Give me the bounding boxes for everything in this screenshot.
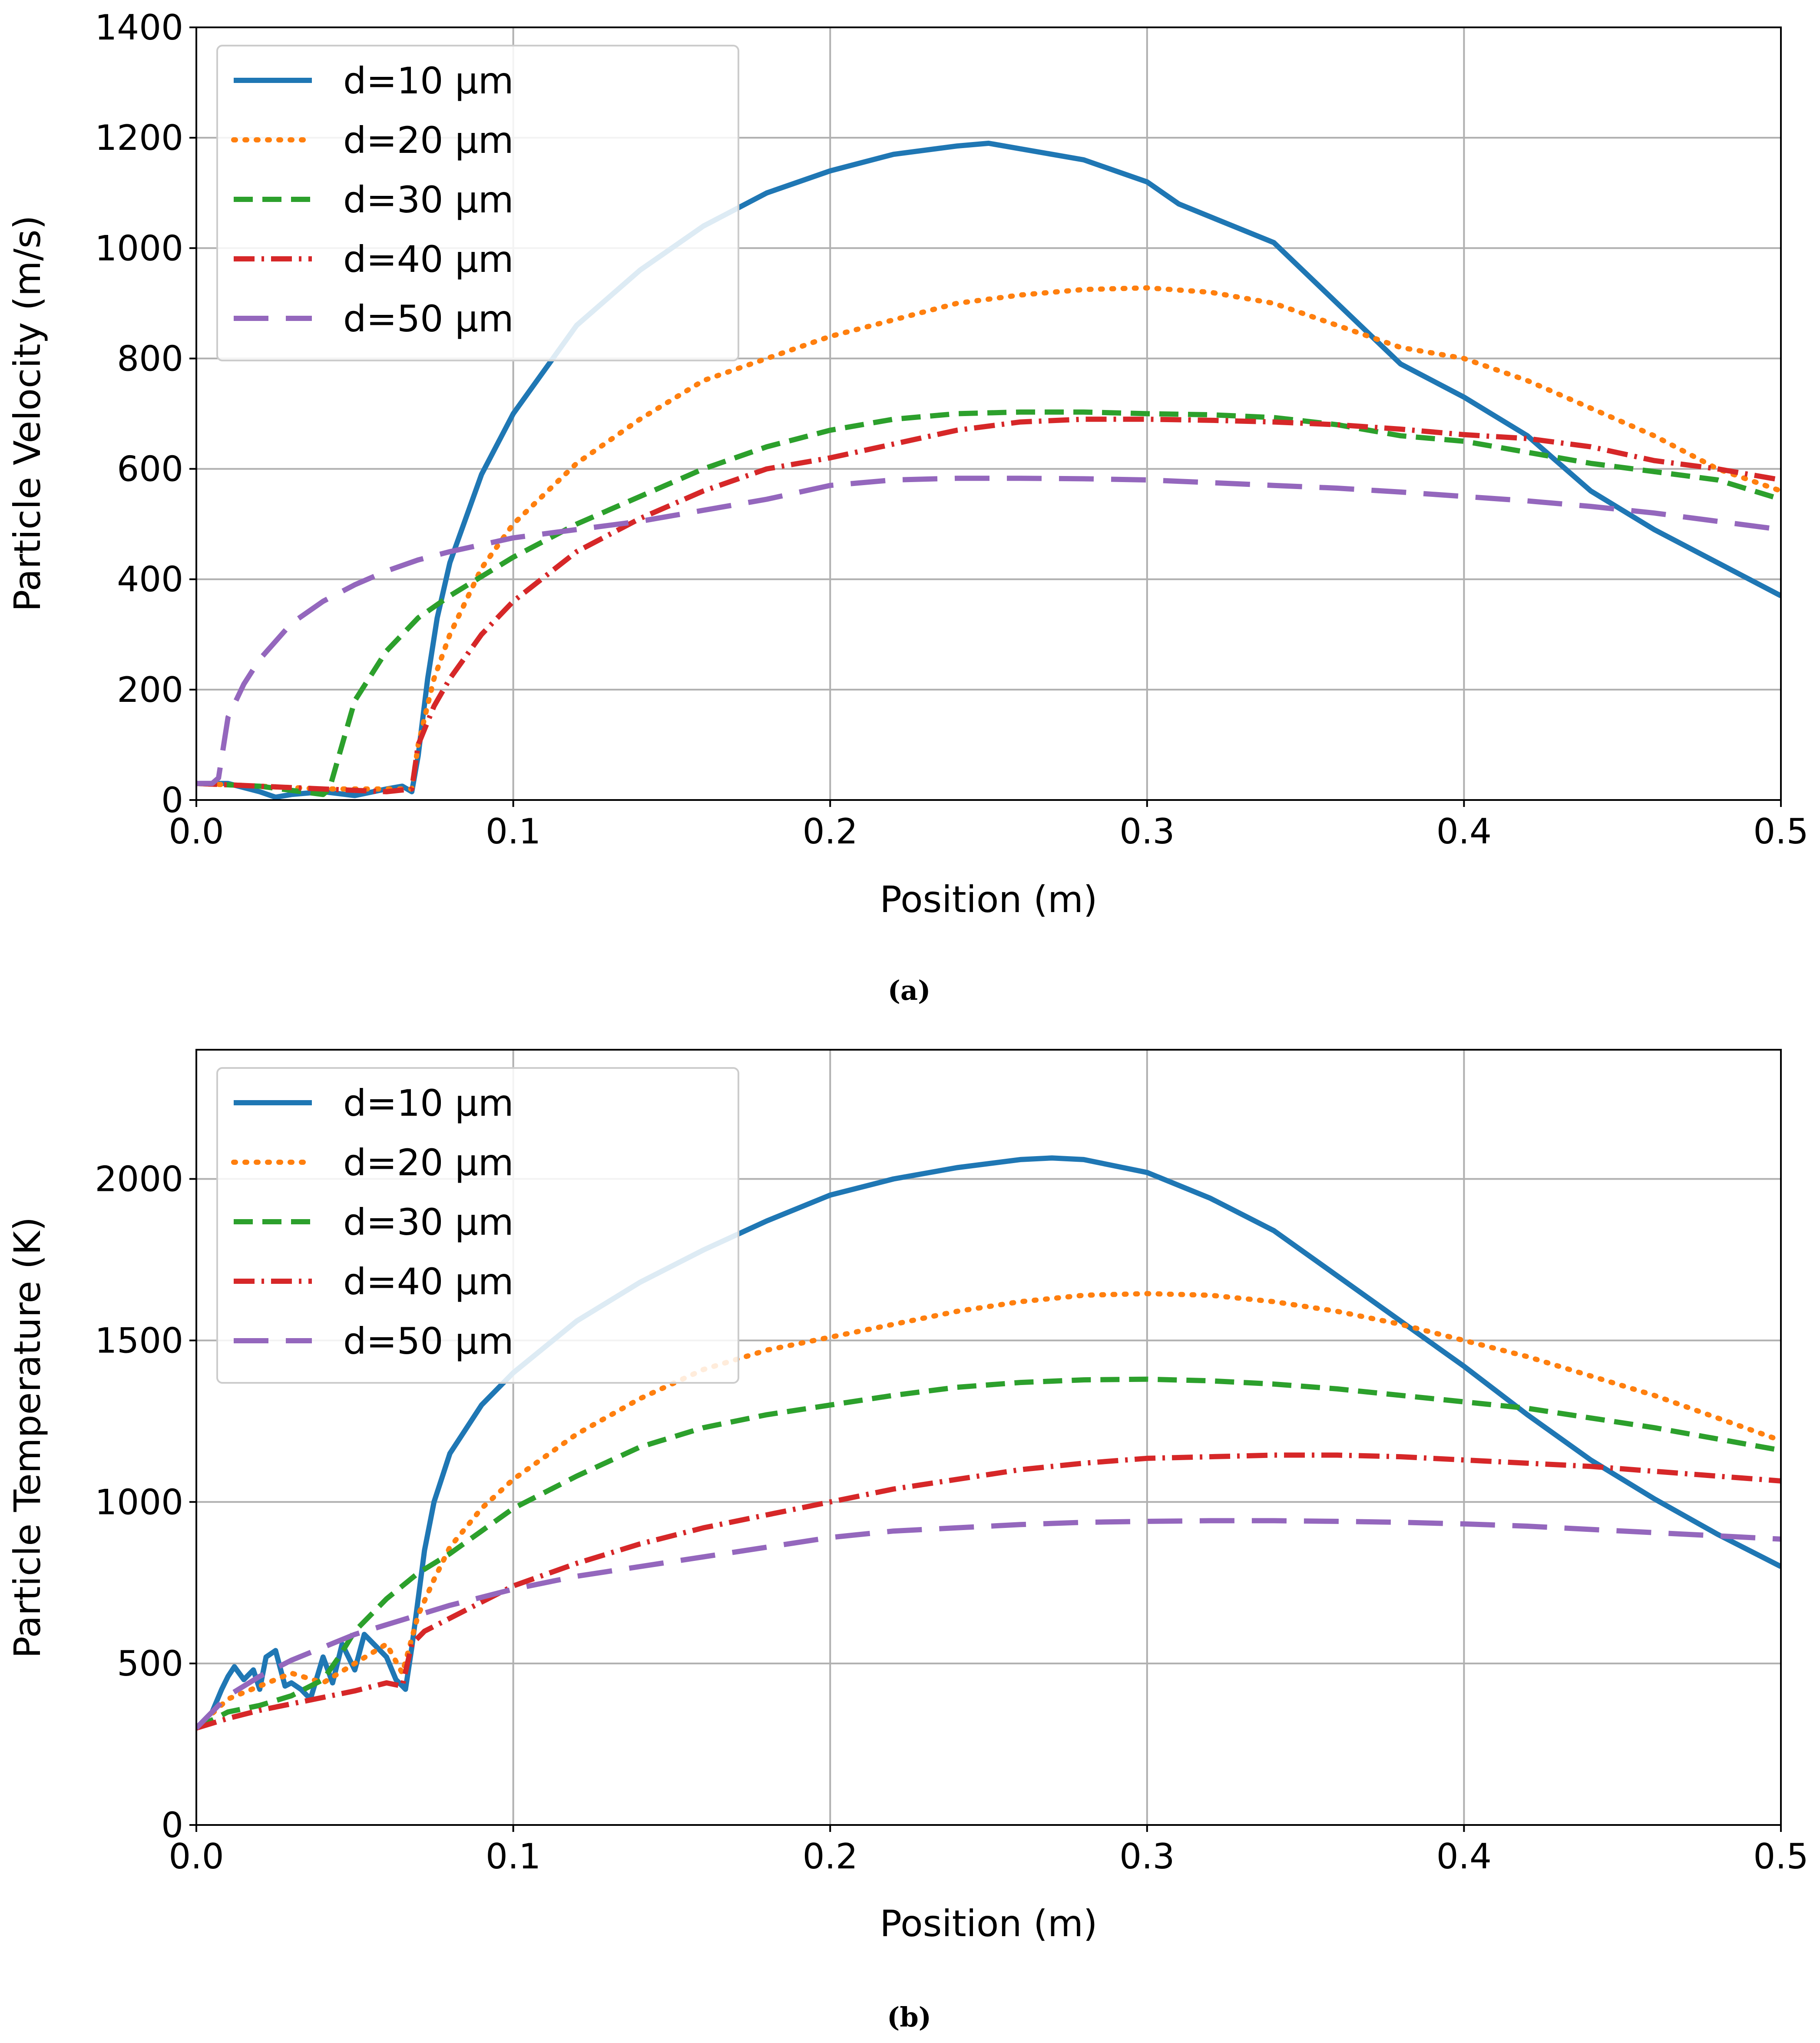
panel-b-x-tick-label: 0.0 xyxy=(169,1836,224,1877)
panel-b-y-tick-label: 1000 xyxy=(95,1482,183,1522)
panel-a-y-tick-label: 600 xyxy=(117,449,183,489)
panel-a-y-tick-label: 1200 xyxy=(95,118,183,158)
panel-a-x-tick-label: 0.5 xyxy=(1753,811,1808,852)
panel-b-x-tick-label: 0.3 xyxy=(1119,1836,1175,1877)
panel-a-legend-label-1: d=10 μm xyxy=(343,60,514,102)
panel-a-y-tick-label: 200 xyxy=(117,670,183,710)
panel-b: 0.0 0.1 0.2 0.3 0.4 0.5 0 500 1000 1500 2000 Posit… xyxy=(6,1049,1809,2033)
panel-b-series-line-1 xyxy=(196,1155,1781,1730)
panel-b-series-line-3 xyxy=(196,1376,1781,1731)
panel-a-ticks: 0.0 0.1 0.2 0.3 0.4 0.5 0 200 400 600 800 1000 1200 1… xyxy=(95,7,1808,852)
panel-b-series xyxy=(196,1155,1781,1731)
panel-a-y-tick-label: 1400 xyxy=(95,7,183,48)
panel-a-xlabel: Position (m) xyxy=(880,878,1097,921)
panel-a-legend-label-5: d=50 μm xyxy=(343,298,514,340)
panel-b-y-tick-label: 0 xyxy=(161,1805,183,1845)
panel-a-series-line-4 xyxy=(196,417,1781,794)
panel-b-x-tick-label: 0.1 xyxy=(486,1836,541,1877)
panel-a-plot-frame xyxy=(195,26,1782,801)
panel-a-x-tick-label: 0.1 xyxy=(486,811,541,852)
panel-b-x-tick-label: 0.4 xyxy=(1436,1836,1492,1877)
panel-a-legend-label-4: d=40 μm xyxy=(343,238,514,281)
panel-b-y-tick-label: 2000 xyxy=(95,1159,183,1200)
panel-a: 0.0 0.1 0.2 0.3 0.4 0.5 0 200 400 600 800 1000 1200 1… xyxy=(6,7,1809,1006)
panel-a-legend-label-3: d=30 μm xyxy=(343,179,514,221)
panel-b-ticks: 0.0 0.1 0.2 0.3 0.4 0.5 0 500 1000 1500 2000 xyxy=(95,1159,1808,1877)
panel-a-series-line-5 xyxy=(196,476,1781,786)
panel-b-legend-box xyxy=(216,1067,739,1384)
panel-b-x-tick-label: 0.5 xyxy=(1753,1836,1808,1877)
panel-b-series-line-4 xyxy=(196,1452,1781,1731)
panel-b-xlabel: Position (m) xyxy=(880,1902,1097,1945)
panel-b-legend-label-3: d=30 μm xyxy=(343,1201,514,1243)
panel-a-y-tick-label: 1000 xyxy=(95,228,183,268)
panel-b-legend-label-2: d=20 μm xyxy=(343,1141,514,1184)
panel-a-legend-label-2: d=20 μm xyxy=(343,119,514,162)
panel-b-series-line-2 xyxy=(196,1291,1781,1731)
panel-a-series-line-3 xyxy=(196,409,1781,797)
panel-a-y-tick-label: 0 xyxy=(161,780,183,820)
panel-a-x-tick-label: 0.3 xyxy=(1119,811,1175,852)
panel-b-legend-label-1: d=10 μm xyxy=(343,1082,514,1124)
panel-b-caption: (b) xyxy=(887,2001,931,2033)
panel-b-plot-frame xyxy=(195,1049,1782,1826)
panel-a-legend: d=10 μm d=20 μm d=30 μm d=40 μm d=50 μm xyxy=(216,45,739,361)
panel-b-y-tick-label: 1500 xyxy=(95,1320,183,1361)
panel-a-x-tick-label: 0.4 xyxy=(1436,811,1492,852)
panel-a-y-tick-label: 400 xyxy=(117,559,183,600)
panel-b-y-tick-label: 500 xyxy=(117,1643,183,1684)
panel-a-legend-box xyxy=(216,45,739,361)
panel-a-y-tick-label: 800 xyxy=(117,338,183,379)
panel-b-series-line-5 xyxy=(196,1518,1781,1730)
panel-b-ylabel: Particle Temperature (K) xyxy=(6,1217,49,1659)
panel-a-ylabel: Particle Velocity (m/s) xyxy=(6,215,49,612)
panel-a-caption: (a) xyxy=(888,975,931,1006)
panel-a-x-tick-label: 0.0 xyxy=(169,811,224,852)
panel-b-legend-label-5: d=50 μm xyxy=(343,1320,514,1362)
panel-a-x-tick-label: 0.2 xyxy=(803,811,858,852)
panel-b-legend: d=10 μm d=20 μm d=30 μm d=40 μm d=50 μm xyxy=(216,1067,739,1384)
panel-b-x-tick-label: 0.2 xyxy=(803,1836,858,1877)
panel-b-legend-label-4: d=40 μm xyxy=(343,1260,514,1303)
